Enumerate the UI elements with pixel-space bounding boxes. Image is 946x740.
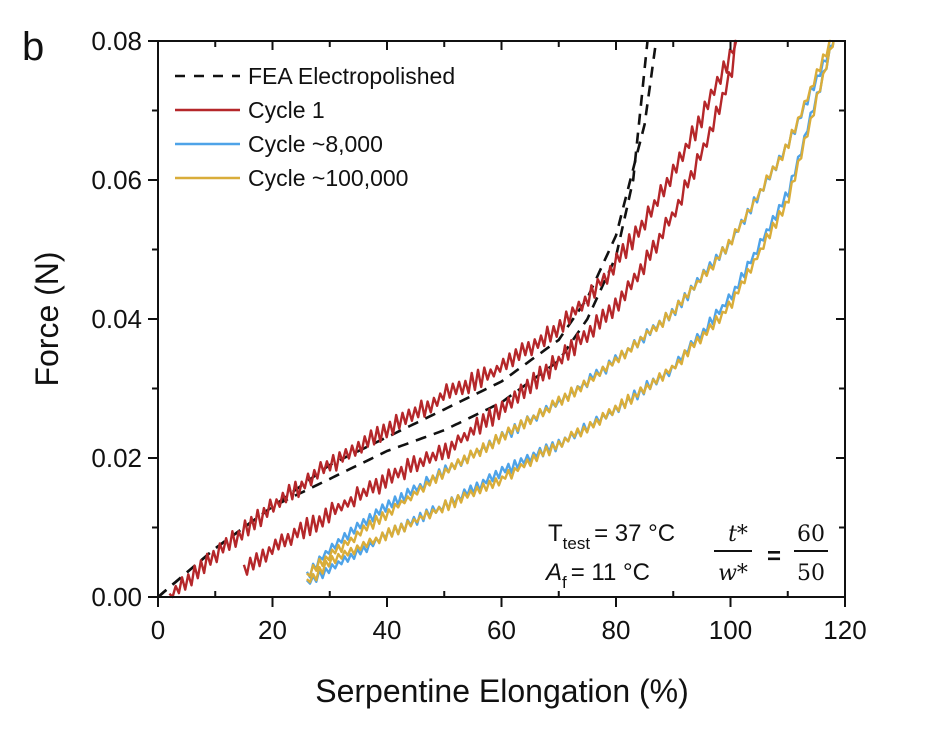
ratio-denominator-symbol: w* — [718, 561, 748, 586]
x-tick-label: 100 — [709, 615, 752, 645]
y-axis-ticks: 0.00 0.02 0.04 0.06 0.08 — [91, 26, 845, 612]
t-test-label: Ttest = 37 °C — [548, 520, 675, 553]
series-line-3 — [242, 39, 737, 576]
y-axis-title: Force (N) — [29, 251, 65, 386]
x-tick-label: 20 — [258, 615, 287, 645]
series-line-4 — [305, 40, 835, 579]
legend-label-1: Cycle 1 — [248, 97, 325, 123]
ratio-numerator-value: 60 — [797, 522, 825, 547]
y-tick-label: 0.08 — [91, 26, 142, 56]
plot-frame — [157, 40, 846, 598]
af-label: Af = 11 °C — [544, 559, 650, 592]
series-line-0 — [157, 40, 658, 599]
legend-label-2: Cycle ~8,000 — [248, 131, 383, 157]
x-axis-title: Serpentine Elongation (%) — [315, 673, 689, 709]
annotation-block: Ttest = 37 °C Af = 11 °C t* w* = 60 50 — [544, 520, 828, 592]
x-tick-label: 80 — [602, 615, 631, 645]
series-line-6 — [306, 39, 831, 578]
ratio-numerator-symbol: t* — [728, 522, 748, 547]
legend-label-3: Cycle ~100,000 — [248, 165, 408, 191]
legend-label-0: FEA Electropolished — [248, 63, 455, 89]
x-tick-label: 120 — [823, 615, 866, 645]
x-tick-label: 60 — [487, 615, 516, 645]
series-line-2 — [168, 40, 738, 599]
x-axis-ticks: 0 20 40 60 80 100 120 — [151, 41, 867, 645]
series-line-7 — [306, 40, 835, 584]
y-tick-label: 0.00 — [91, 582, 142, 612]
y-tick-label: 0.06 — [91, 165, 142, 195]
y-tick-label: 0.04 — [91, 304, 142, 334]
curves-layer — [157, 39, 835, 599]
ratio-equals: = — [767, 543, 781, 570]
panel-label: b — [22, 25, 44, 69]
y-tick-label: 0.02 — [91, 443, 142, 473]
legend: FEA Electropolished Cycle 1 Cycle ~8,000 Cy… — [175, 63, 455, 191]
x-tick-label: 40 — [373, 615, 402, 645]
series-line-5 — [306, 40, 835, 585]
ratio-denominator-value: 50 — [797, 561, 825, 586]
x-tick-label: 0 — [151, 615, 165, 645]
